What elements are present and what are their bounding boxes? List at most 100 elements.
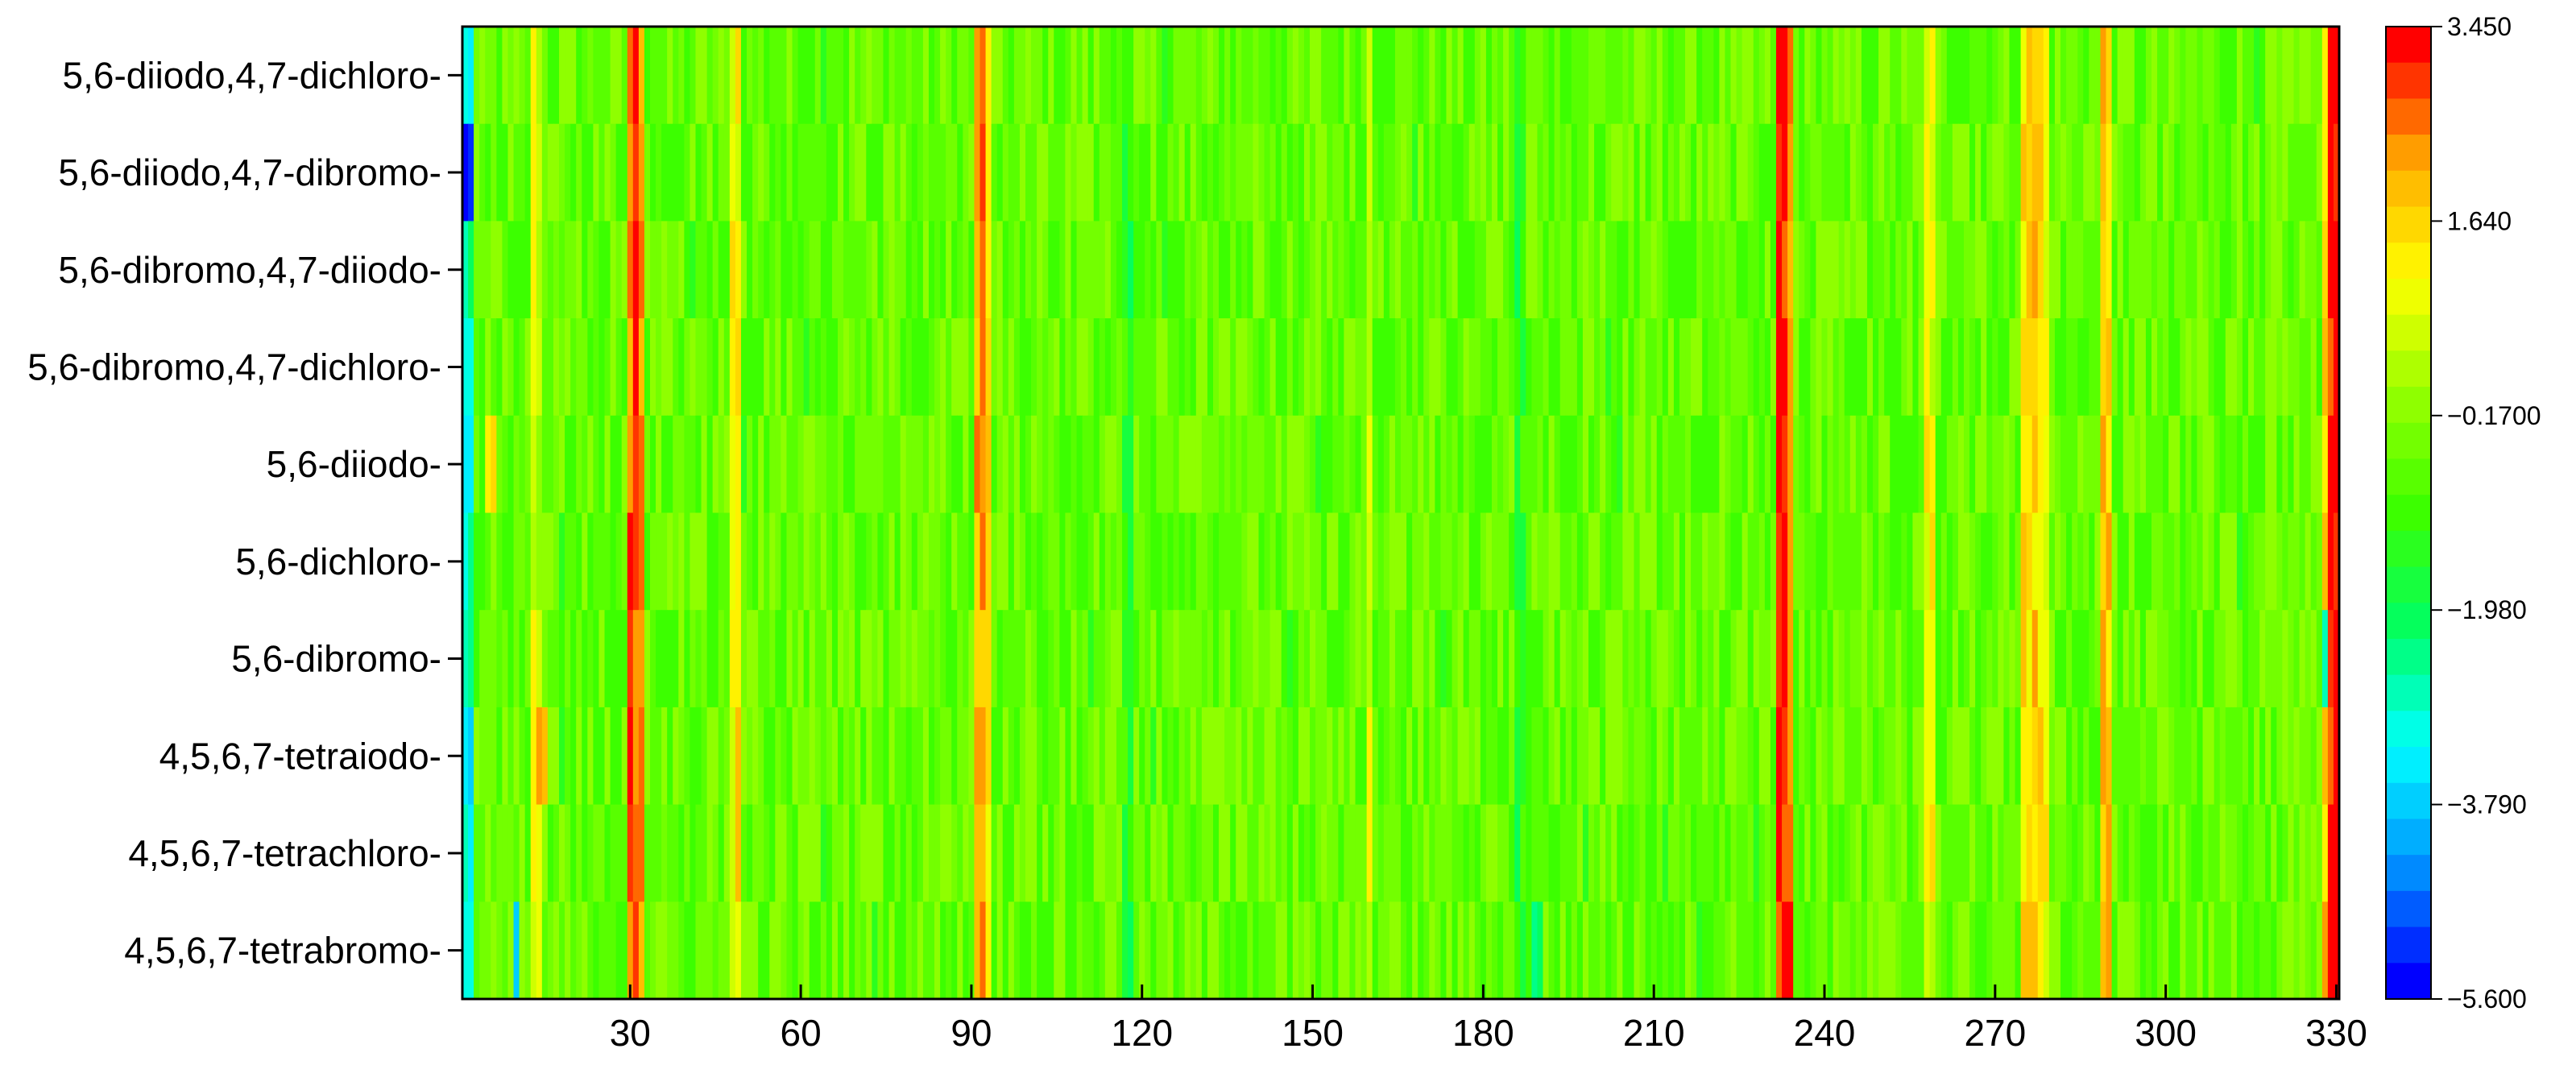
heatmap-cell — [2037, 902, 2044, 1000]
heatmap-cell — [524, 123, 532, 222]
heatmap-cell — [1071, 27, 1078, 125]
heatmap-cell — [1394, 318, 1402, 417]
heatmap-cell — [2072, 415, 2078, 514]
heatmap-cell — [747, 415, 753, 514]
heatmap-cell — [1190, 902, 1197, 1000]
heatmap-cell — [1531, 123, 1539, 222]
heatmap-cell — [2094, 512, 2102, 611]
heatmap-cell — [621, 123, 628, 222]
heatmap-cell — [1935, 318, 1942, 417]
heatmap-cell — [2236, 221, 2243, 319]
heatmap-cell — [2128, 610, 2135, 708]
heatmap-cell — [849, 610, 855, 708]
heatmap-cell — [872, 27, 879, 125]
heatmap-cell — [1463, 804, 1470, 902]
heatmap-cell — [1440, 318, 1447, 417]
heatmap-cell — [627, 221, 634, 319]
heatmap-cell — [1150, 707, 1157, 806]
heatmap-cell — [513, 123, 520, 222]
heatmap-cell — [1725, 27, 1732, 125]
heatmap-cell — [1787, 902, 1794, 1000]
heatmap-cell — [2299, 123, 2306, 222]
heatmap-cell — [1753, 512, 1760, 611]
heatmap-cell — [1139, 123, 1145, 222]
heatmap-cell — [894, 27, 901, 125]
heatmap-cell — [1679, 902, 1686, 1000]
heatmap-cell — [553, 221, 560, 319]
heatmap-cell — [894, 804, 901, 902]
heatmap-cell — [1452, 27, 1459, 125]
heatmap-cell — [496, 123, 503, 222]
heatmap-cell — [1565, 902, 1572, 1000]
heatmap-cell — [803, 804, 810, 902]
heatmap-cell — [2288, 610, 2295, 708]
heatmap-cell — [1281, 318, 1288, 417]
heatmap-cell — [1918, 221, 1925, 319]
heatmap-cell — [593, 318, 600, 417]
heatmap-cell — [729, 123, 736, 222]
heatmap-cell — [2043, 123, 2050, 222]
heatmap-cell — [1485, 512, 1493, 611]
heatmap-cell — [1957, 902, 1965, 1000]
heatmap-cell — [661, 804, 668, 902]
heatmap-cell — [2219, 512, 2226, 611]
heatmap-cell — [1002, 610, 1009, 708]
heatmap-cell — [1497, 512, 1504, 611]
heatmap-cell — [814, 27, 822, 125]
heatmap-cell — [1673, 221, 1680, 319]
heatmap-cell — [1485, 123, 1493, 222]
heatmap-cell — [1173, 27, 1180, 125]
heatmap-cell — [701, 707, 708, 806]
heatmap-cell — [1059, 123, 1066, 222]
heatmap-cell — [957, 123, 963, 222]
heatmap-cell — [1929, 123, 1936, 222]
heatmap-cell — [2083, 512, 2089, 611]
heatmap-cell — [2321, 902, 2329, 1000]
heatmap-cell — [507, 221, 515, 319]
heatmap-cell — [814, 512, 822, 611]
heatmap-cell — [462, 123, 469, 222]
heatmap-cell — [1576, 610, 1584, 708]
heatmap-cell — [747, 902, 753, 1000]
heatmap-cell — [1861, 221, 1868, 319]
heatmap-cell — [479, 902, 486, 1000]
heatmap-cell — [615, 707, 623, 806]
heatmap-cell — [1468, 27, 1476, 125]
heatmap-cell — [530, 902, 537, 1000]
heatmap-cell — [1526, 610, 1532, 708]
heatmap-cell — [1981, 123, 1987, 222]
heatmap-cell — [894, 123, 901, 222]
heatmap-cell — [2265, 902, 2272, 1000]
heatmap-cell — [1576, 512, 1584, 611]
heatmap-cell — [2117, 610, 2124, 708]
heatmap-cell — [2242, 27, 2249, 125]
heatmap-cell — [1173, 123, 1180, 222]
heatmap-cell — [2145, 707, 2152, 806]
heatmap-cell — [1878, 221, 1885, 319]
heatmap-cell — [1150, 415, 1157, 514]
heatmap-cell — [1264, 318, 1271, 417]
heatmap-cell — [928, 512, 935, 611]
heatmap-cell — [2123, 512, 2130, 611]
heatmap-cell — [1708, 318, 1714, 417]
heatmap-cell — [1264, 707, 1271, 806]
heatmap-cell — [764, 512, 770, 611]
heatmap-cell — [1929, 610, 1936, 708]
heatmap-cell — [1048, 804, 1054, 902]
heatmap-cell — [1037, 804, 1043, 902]
heatmap-cell — [1770, 221, 1777, 319]
heatmap-cell — [1912, 610, 1920, 708]
heatmap-cell — [684, 27, 691, 125]
heatmap-cell — [2271, 804, 2277, 902]
heatmap-cell — [2100, 902, 2107, 1000]
heatmap-cell — [1895, 123, 1902, 222]
heatmap-cell — [2225, 27, 2232, 125]
heatmap-cell — [644, 707, 651, 806]
heatmap-cell — [598, 512, 606, 611]
colorbar-swatch — [2386, 674, 2431, 711]
heatmap-cell — [1582, 123, 1589, 222]
heatmap-cell — [2293, 27, 2301, 125]
heatmap-cell — [1474, 512, 1481, 611]
heatmap-cell — [519, 610, 526, 708]
heatmap-cell — [1827, 415, 1834, 514]
